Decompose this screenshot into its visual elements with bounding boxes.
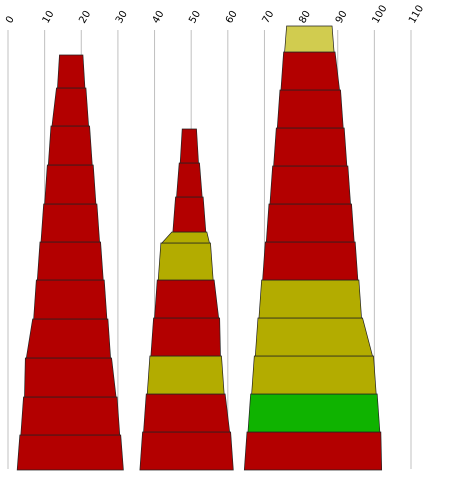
stack-segment: [16, 434, 124, 471]
x-tick-label: 20: [77, 9, 93, 26]
stack-segment: [143, 393, 231, 433]
stack-segment: [258, 279, 362, 319]
stack-segment: [157, 242, 214, 281]
stack-segment: [47, 125, 93, 166]
stack-segment: [176, 162, 203, 198]
x-tick-label: 70: [261, 9, 277, 26]
stack-segment: [146, 355, 225, 395]
stack-segment: [284, 25, 335, 53]
stack-segment: [172, 196, 207, 233]
stack-segment: [25, 318, 111, 359]
stack-segment: [139, 431, 234, 471]
stack-segment: [265, 203, 355, 243]
stack-segment: [179, 128, 199, 164]
stack-segment: [33, 279, 108, 320]
x-tick-label: 10: [41, 9, 57, 26]
x-tick-label: 30: [114, 9, 130, 26]
stack-segment: [51, 87, 89, 127]
stack-segment: [36, 241, 104, 281]
stack-segment: [251, 355, 377, 395]
stack-segment: [269, 165, 351, 205]
stack-segment: [150, 317, 221, 357]
x-tick-label: 80: [297, 9, 313, 26]
stack-segment: [44, 164, 97, 205]
x-tick-label: 100: [370, 3, 389, 25]
stack-segment: [161, 231, 210, 244]
x-tick-label: 40: [151, 9, 167, 26]
stack-segment: [262, 241, 359, 281]
x-tick-label: 0: [4, 14, 17, 25]
stack-segment: [247, 393, 381, 433]
stack-segment: [273, 127, 348, 167]
stack-segment: [243, 431, 383, 471]
stack: [139, 128, 234, 471]
stack-segment: [280, 51, 340, 91]
stacks: [16, 25, 383, 471]
stack-segment: [40, 203, 100, 243]
x-tick-label: 110: [407, 3, 426, 25]
stack-segment: [154, 279, 220, 319]
x-tick-label: 50: [187, 9, 203, 26]
stack-segment: [20, 396, 121, 436]
x-tick-label: 90: [334, 9, 350, 26]
stack: [16, 54, 124, 471]
stack-segment: [24, 357, 117, 398]
stack: [243, 25, 383, 471]
stack-segment: [57, 54, 86, 89]
stack-segment: [276, 89, 344, 129]
x-tick-label: 60: [224, 9, 240, 26]
stack-segment: [254, 317, 373, 357]
x-axis-tick-labels: 0 10 20 30 40 50 60 70 80 90 100 110: [4, 3, 426, 25]
